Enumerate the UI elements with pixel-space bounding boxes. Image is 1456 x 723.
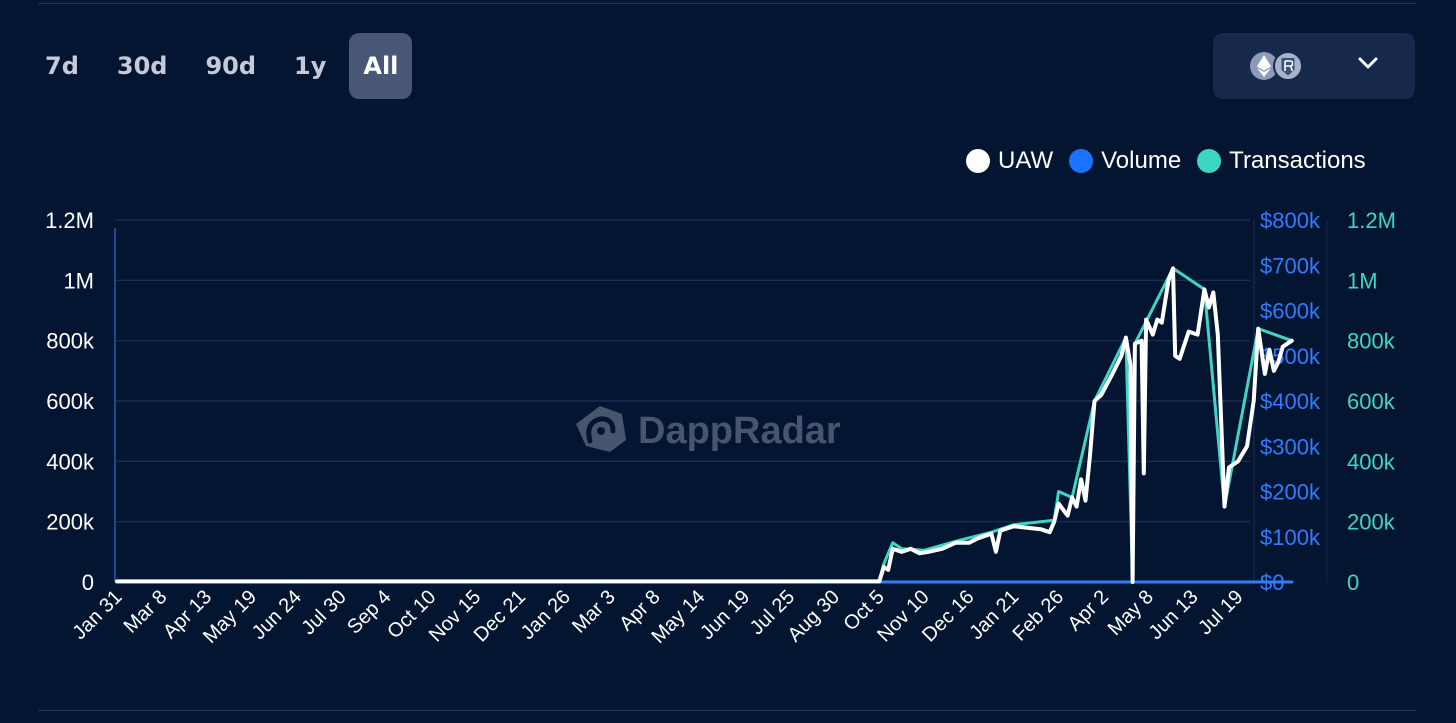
y-left-tick-label: 0 [82,570,94,595]
y-transactions-tick-label: 1M [1347,268,1378,293]
tab-30d[interactable]: 30d [116,52,168,80]
chain-selector-dropdown[interactable] [1213,33,1415,99]
tab-7d[interactable]: 7d [45,52,79,80]
y-left-tick-label: 200k [46,510,95,535]
legend-label-uaw: UAW [998,147,1054,174]
x-tick-label: Jun 24 [248,586,306,644]
y-transactions-tick-label: 200k [1347,510,1396,535]
y-left-tick-label: 1M [63,268,94,293]
ethereum-icon [1250,52,1278,80]
y-volume-tick-label: $100k [1260,525,1321,550]
x-tick-label: Apr 2 [1064,586,1113,635]
series [115,266,1294,584]
chevron-down-icon[interactable] [1357,56,1379,70]
y-transactions-tick-label: 400k [1347,449,1396,474]
tab-all[interactable]: All [349,33,413,99]
chart-legend: UAW Volume Transactions [966,146,1382,176]
y-transactions-tick-label: 600k [1347,389,1396,414]
x-tick-label: Dec 16 [918,586,978,646]
y-volume-tick-label: $200k [1260,480,1321,505]
x-tick-label: Jun 13 [1145,586,1203,644]
time-range-tabs: 7d 30d 90d 1y All [30,33,413,99]
y-left-tick-label: 400k [46,449,95,474]
y-left-tick-label: 800k [46,329,95,354]
legend-item-volume[interactable]: Volume [1069,147,1181,175]
y-volume-tick-label: $400k [1260,389,1321,414]
legend-dot-volume [1069,149,1094,173]
tab-1y[interactable]: 1y [294,52,327,80]
legend-item-uaw[interactable]: UAW [966,147,1053,175]
y-volume-tick-label: $700k [1260,253,1321,278]
y-volume-tick-label: $600k [1260,299,1321,324]
legend-label-volume: Volume [1101,147,1182,174]
series-line-uaw [115,266,1294,584]
chain-icons [1250,51,1303,81]
legend-dot-uaw [966,149,990,173]
x-tick-label: Jan 26 [517,586,575,644]
top-divider [38,3,1416,4]
legend-dot-transactions [1197,149,1222,173]
series-line-transactions [115,266,1294,584]
tab-90d[interactable]: 90d [205,52,257,80]
y-transactions-tick-label: 800k [1347,329,1396,354]
x-tick-label: Jul 19 [1194,586,1247,639]
x-tick-label: Mar 3 [568,586,620,638]
x-tick-label: Jun 19 [696,586,754,644]
y-transactions-tick-label: 1.2M [1347,208,1396,233]
y-volume-tick-label: $300k [1260,434,1321,459]
watermark-text: DappRadar [638,410,841,452]
dappradar-logo-icon [576,406,626,452]
y-left-tick-label: 1.2M [45,208,94,233]
y-left-tick-label: 600k [46,389,95,414]
y-volume-tick-label: $800k [1260,208,1321,233]
legend-label-transactions: Transactions [1229,147,1366,174]
ronin-icon [1273,51,1303,81]
y-transactions-tick-label: 0 [1347,570,1359,595]
x-tick-label: Jul 30 [297,586,350,639]
x-tick-label: Aug 30 [784,586,844,646]
bottom-divider [38,710,1416,711]
watermark: DappRadar [576,406,841,452]
x-tick-label: Feb 26 [1009,586,1069,646]
x-tick-label: Jan 31 [69,586,127,644]
legend-item-transactions[interactable]: Transactions [1197,147,1366,175]
x-tick-label: Dec 21 [470,586,530,646]
